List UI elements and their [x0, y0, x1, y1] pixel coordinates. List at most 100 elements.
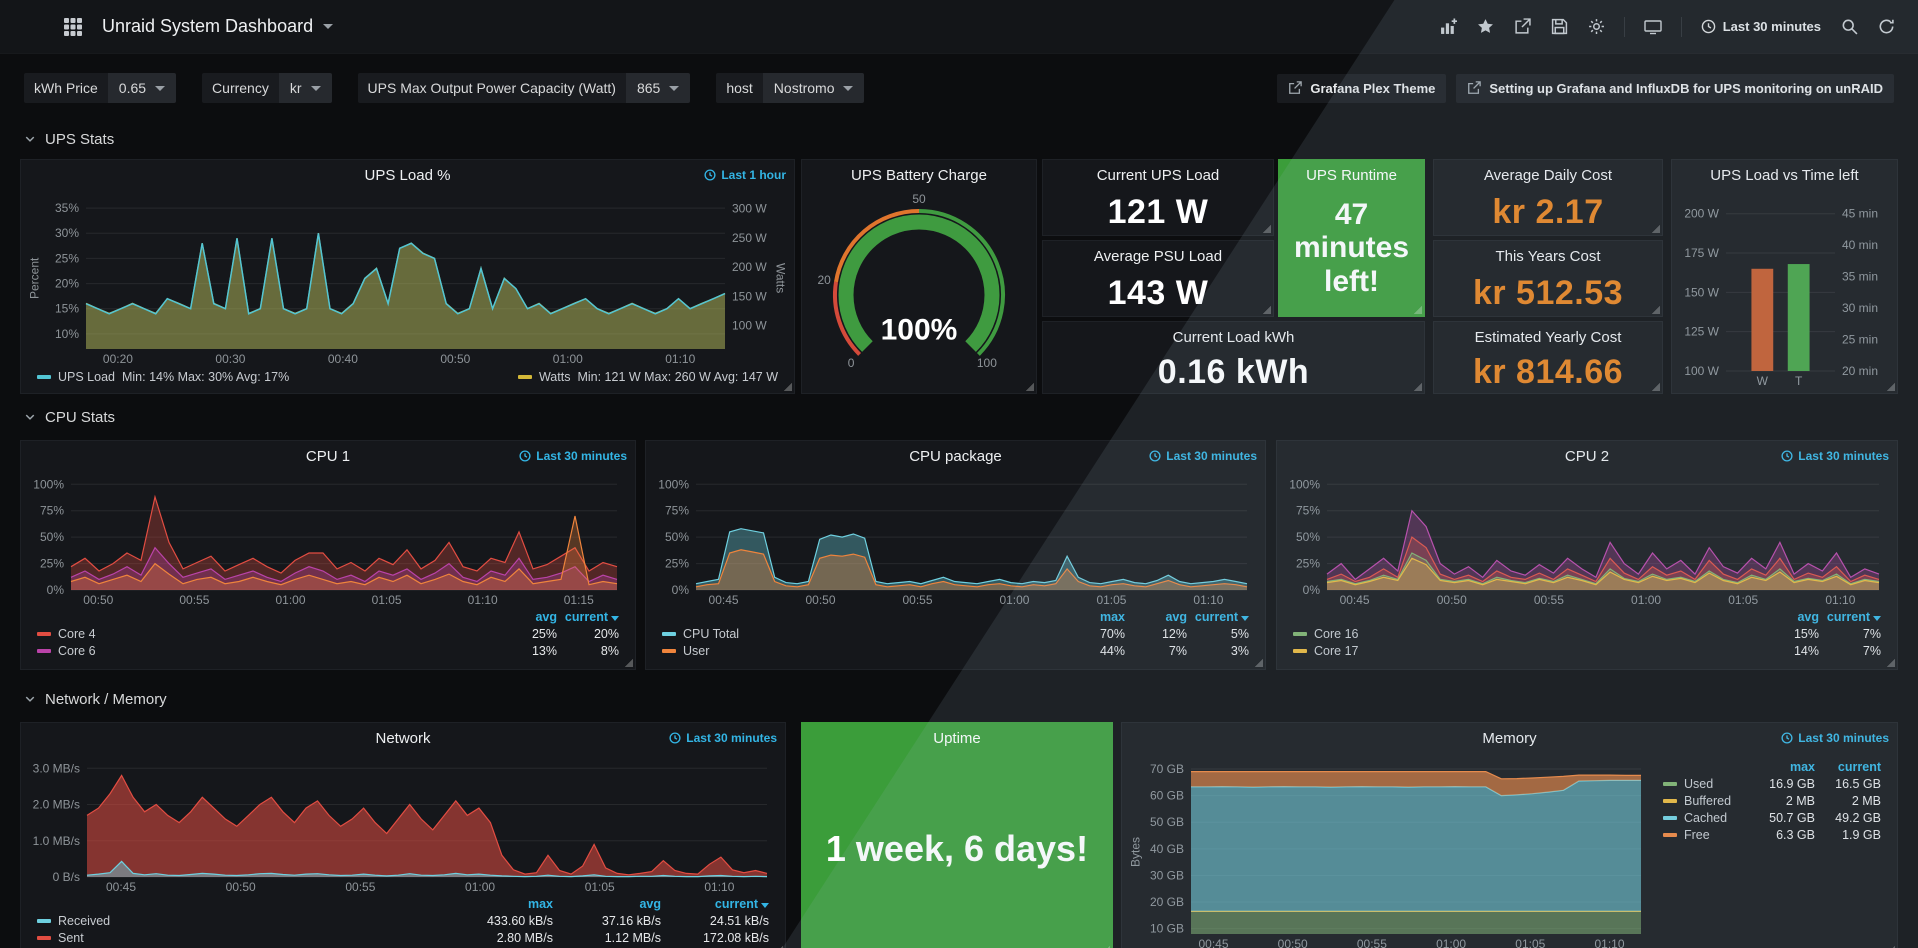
- panel-title[interactable]: Network: [375, 729, 431, 747]
- legend-series[interactable]: User: [662, 644, 1063, 658]
- legend-series[interactable]: Core 4: [37, 627, 495, 641]
- panel-title[interactable]: UPS Battery Charge: [851, 166, 987, 184]
- legend-column-header[interactable]: current: [561, 610, 619, 624]
- panel-title[interactable]: UPS Load %: [364, 166, 451, 184]
- legend-series[interactable]: Received: [37, 914, 445, 928]
- panel-title[interactable]: Uptime: [933, 729, 981, 747]
- legend-column-header[interactable]: current: [1823, 610, 1881, 624]
- panel-title[interactable]: CPU package: [909, 447, 1002, 465]
- variable-host: host Nostromo: [716, 73, 865, 103]
- add-panel-button[interactable]: [1431, 10, 1466, 43]
- section-cpu-stats[interactable]: CPU Stats: [24, 404, 115, 430]
- share-button[interactable]: [1505, 10, 1540, 43]
- legend-column-header[interactable]: max: [1099, 610, 1125, 624]
- legend-item[interactable]: UPS Load Min: 14% Max: 30% Avg: 17%: [37, 370, 289, 384]
- legend-series[interactable]: Buffered: [1663, 794, 1749, 808]
- legend-column-header[interactable]: avg: [639, 897, 661, 911]
- refresh-button[interactable]: [1869, 10, 1904, 43]
- settings-button[interactable]: [1579, 10, 1614, 43]
- panel-time-badge[interactable]: Last 30 minutes: [519, 449, 627, 463]
- panel-current-load-kwh: Current Load kWh 0.16 kWh: [1042, 321, 1425, 394]
- panel-title[interactable]: Average Daily Cost: [1483, 166, 1613, 184]
- network-chart[interactable]: 3.0 MB/s 2.0 MB/s 1.0 MB/s 0 B/s 00:45 00:50 0…: [27, 753, 779, 894]
- legend-series[interactable]: Used: [1663, 777, 1749, 791]
- panel-cpu2: CPU 2 Last 30 minutes 100% 75% 50% 25% 0% 00:…: [1276, 440, 1898, 670]
- caret-down-icon: [155, 85, 166, 91]
- legend-value: 13%: [531, 644, 557, 658]
- svg-text:50%: 50%: [40, 530, 64, 544]
- panel-title[interactable]: Memory: [1482, 729, 1537, 747]
- panel-time-badge[interactable]: Last 30 minutes: [1781, 731, 1889, 745]
- svg-text:100%: 100%: [658, 477, 689, 491]
- cpu1-chart[interactable]: 100% 75% 50% 25% 0% 00:50 00:55 01:00 01:05 01:10…: [27, 471, 629, 607]
- legend-column-header[interactable]: current: [665, 897, 769, 911]
- panel-title[interactable]: UPS Load vs Time left: [1710, 166, 1859, 184]
- panel-ups-battery-charge: UPS Battery Charge 0 20 50 100 100%: [801, 159, 1037, 394]
- svg-text:175 W: 175 W: [1684, 246, 1719, 260]
- legend-column-header[interactable]: max: [1789, 760, 1815, 774]
- variable-value-dropdown[interactable]: Nostromo: [762, 73, 865, 103]
- panel-title[interactable]: Current UPS Load: [1096, 166, 1220, 184]
- legend-series[interactable]: CPU Total: [662, 627, 1063, 641]
- time-range-button[interactable]: Last 30 minutes: [1692, 11, 1830, 42]
- panel-title[interactable]: Estimated Yearly Cost: [1474, 328, 1622, 346]
- legend-value: 70%: [1099, 627, 1125, 641]
- panel-title[interactable]: UPS Runtime: [1306, 166, 1397, 184]
- legend-column-header[interactable]: current: [1191, 610, 1249, 624]
- legend-series[interactable]: Free: [1663, 828, 1749, 842]
- section-network-memory[interactable]: Network / Memory: [24, 686, 167, 712]
- panel-time-badge[interactable]: Last 30 minutes: [1149, 449, 1257, 463]
- caret-down-icon: [843, 85, 854, 91]
- section-ups-stats[interactable]: UPS Stats: [24, 126, 114, 152]
- ups-load-vs-time-chart[interactable]: 200 W 175 W 150 W 125 W 100 W 45 min 40 min 35 …: [1678, 190, 1891, 388]
- variable-value-dropdown[interactable]: 865: [625, 73, 691, 103]
- svg-text:100 W: 100 W: [1684, 364, 1719, 378]
- legend-series[interactable]: Core 16: [1293, 627, 1757, 641]
- legend-series[interactable]: Core 6: [37, 644, 495, 658]
- battery-gauge[interactable]: 0 20 50 100 100%: [808, 190, 1030, 388]
- svg-text:50: 50: [912, 192, 926, 206]
- legend-item[interactable]: Watts Min: 121 W Max: 260 W Avg: 147 W: [517, 370, 778, 384]
- panel-title[interactable]: This Years Cost: [1495, 247, 1601, 265]
- legend-column-header[interactable]: avg: [1165, 610, 1187, 624]
- dashboard-link-setting-up-grafana-and-influxd[interactable]: Setting up Grafana and InfluxDB for UPS …: [1456, 73, 1894, 103]
- svg-text:45 min: 45 min: [1842, 207, 1878, 221]
- legend-value: 3%: [1230, 644, 1249, 658]
- legend-column-header[interactable]: max: [527, 897, 553, 911]
- dashboard-title[interactable]: Unraid System Dashboard: [102, 16, 314, 36]
- template-variables: kWh Price 0.65 Currency kr UPS Max Output Po…: [24, 73, 865, 103]
- panel-title[interactable]: CPU 2: [1564, 447, 1610, 465]
- navbar-right: Last 30 minutes: [1431, 10, 1904, 43]
- zoom-out-button[interactable]: [1832, 10, 1867, 43]
- panel-title[interactable]: Current Load kWh: [1172, 328, 1295, 346]
- legend-series[interactable]: Core 17: [1293, 644, 1757, 658]
- legend-series[interactable]: Sent: [37, 931, 445, 945]
- star-button[interactable]: [1468, 10, 1503, 43]
- dashboard-link-grafana-plex-theme[interactable]: Grafana Plex Theme: [1277, 73, 1447, 103]
- panel-title[interactable]: Average PSU Load: [1093, 247, 1223, 265]
- variable-label: host: [716, 73, 763, 103]
- panel-time-badge[interactable]: Last 30 minutes: [669, 731, 777, 745]
- cpu-package-chart[interactable]: 100% 75% 50% 25% 0% 00:45 00:50 00:55 01:00 01:05…: [652, 471, 1259, 607]
- svg-text:00:45: 00:45: [1340, 593, 1370, 607]
- legend-column-header[interactable]: avg: [535, 610, 557, 624]
- panel-title[interactable]: CPU 1: [305, 447, 351, 465]
- variable-value-dropdown[interactable]: 0.65: [107, 73, 177, 103]
- legend-series[interactable]: Cached: [1663, 811, 1749, 825]
- legend-value: 172.08 kB/s: [702, 931, 769, 945]
- cpu2-chart[interactable]: 100% 75% 50% 25% 0% 00:45 00:50 00:55 01:00 01:05…: [1283, 471, 1891, 607]
- memory-chart[interactable]: 70 GB 60 GB 50 GB 40 GB 30 GB 20 GB 10 GB 00:45…: [1143, 753, 1653, 948]
- panel-time-badge[interactable]: Last 1 hour: [704, 168, 786, 182]
- section-title: UPS Stats: [45, 130, 115, 148]
- panel-time-badge[interactable]: Last 30 minutes: [1781, 449, 1889, 463]
- clock-icon: [1701, 19, 1716, 34]
- apps-grid-icon[interactable]: [54, 9, 92, 45]
- save-button[interactable]: [1542, 10, 1577, 43]
- legend-column-header[interactable]: current: [1837, 760, 1881, 774]
- ups-load-chart[interactable]: 35% 30% 25% 20% 15% 10% 300 W 250 W 200 W 150 W 10…: [42, 190, 773, 366]
- legend-column-header[interactable]: avg: [1797, 610, 1819, 624]
- svg-text:01:10: 01:10: [665, 352, 695, 366]
- cycle-view-mode-button[interactable]: [1635, 10, 1671, 43]
- legend-value: 2 MB: [1851, 794, 1881, 808]
- variable-value-dropdown[interactable]: kr: [278, 73, 332, 103]
